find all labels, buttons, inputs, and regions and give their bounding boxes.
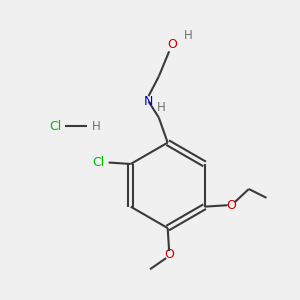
- Text: N: N: [143, 95, 153, 108]
- Text: O: O: [164, 248, 174, 261]
- Text: O: O: [226, 199, 236, 212]
- Text: Cl: Cl: [49, 120, 61, 133]
- Text: Cl: Cl: [92, 156, 104, 169]
- Text: O: O: [167, 38, 177, 51]
- Text: H: H: [92, 120, 101, 133]
- Text: H: H: [157, 101, 165, 114]
- Text: H: H: [184, 29, 193, 42]
